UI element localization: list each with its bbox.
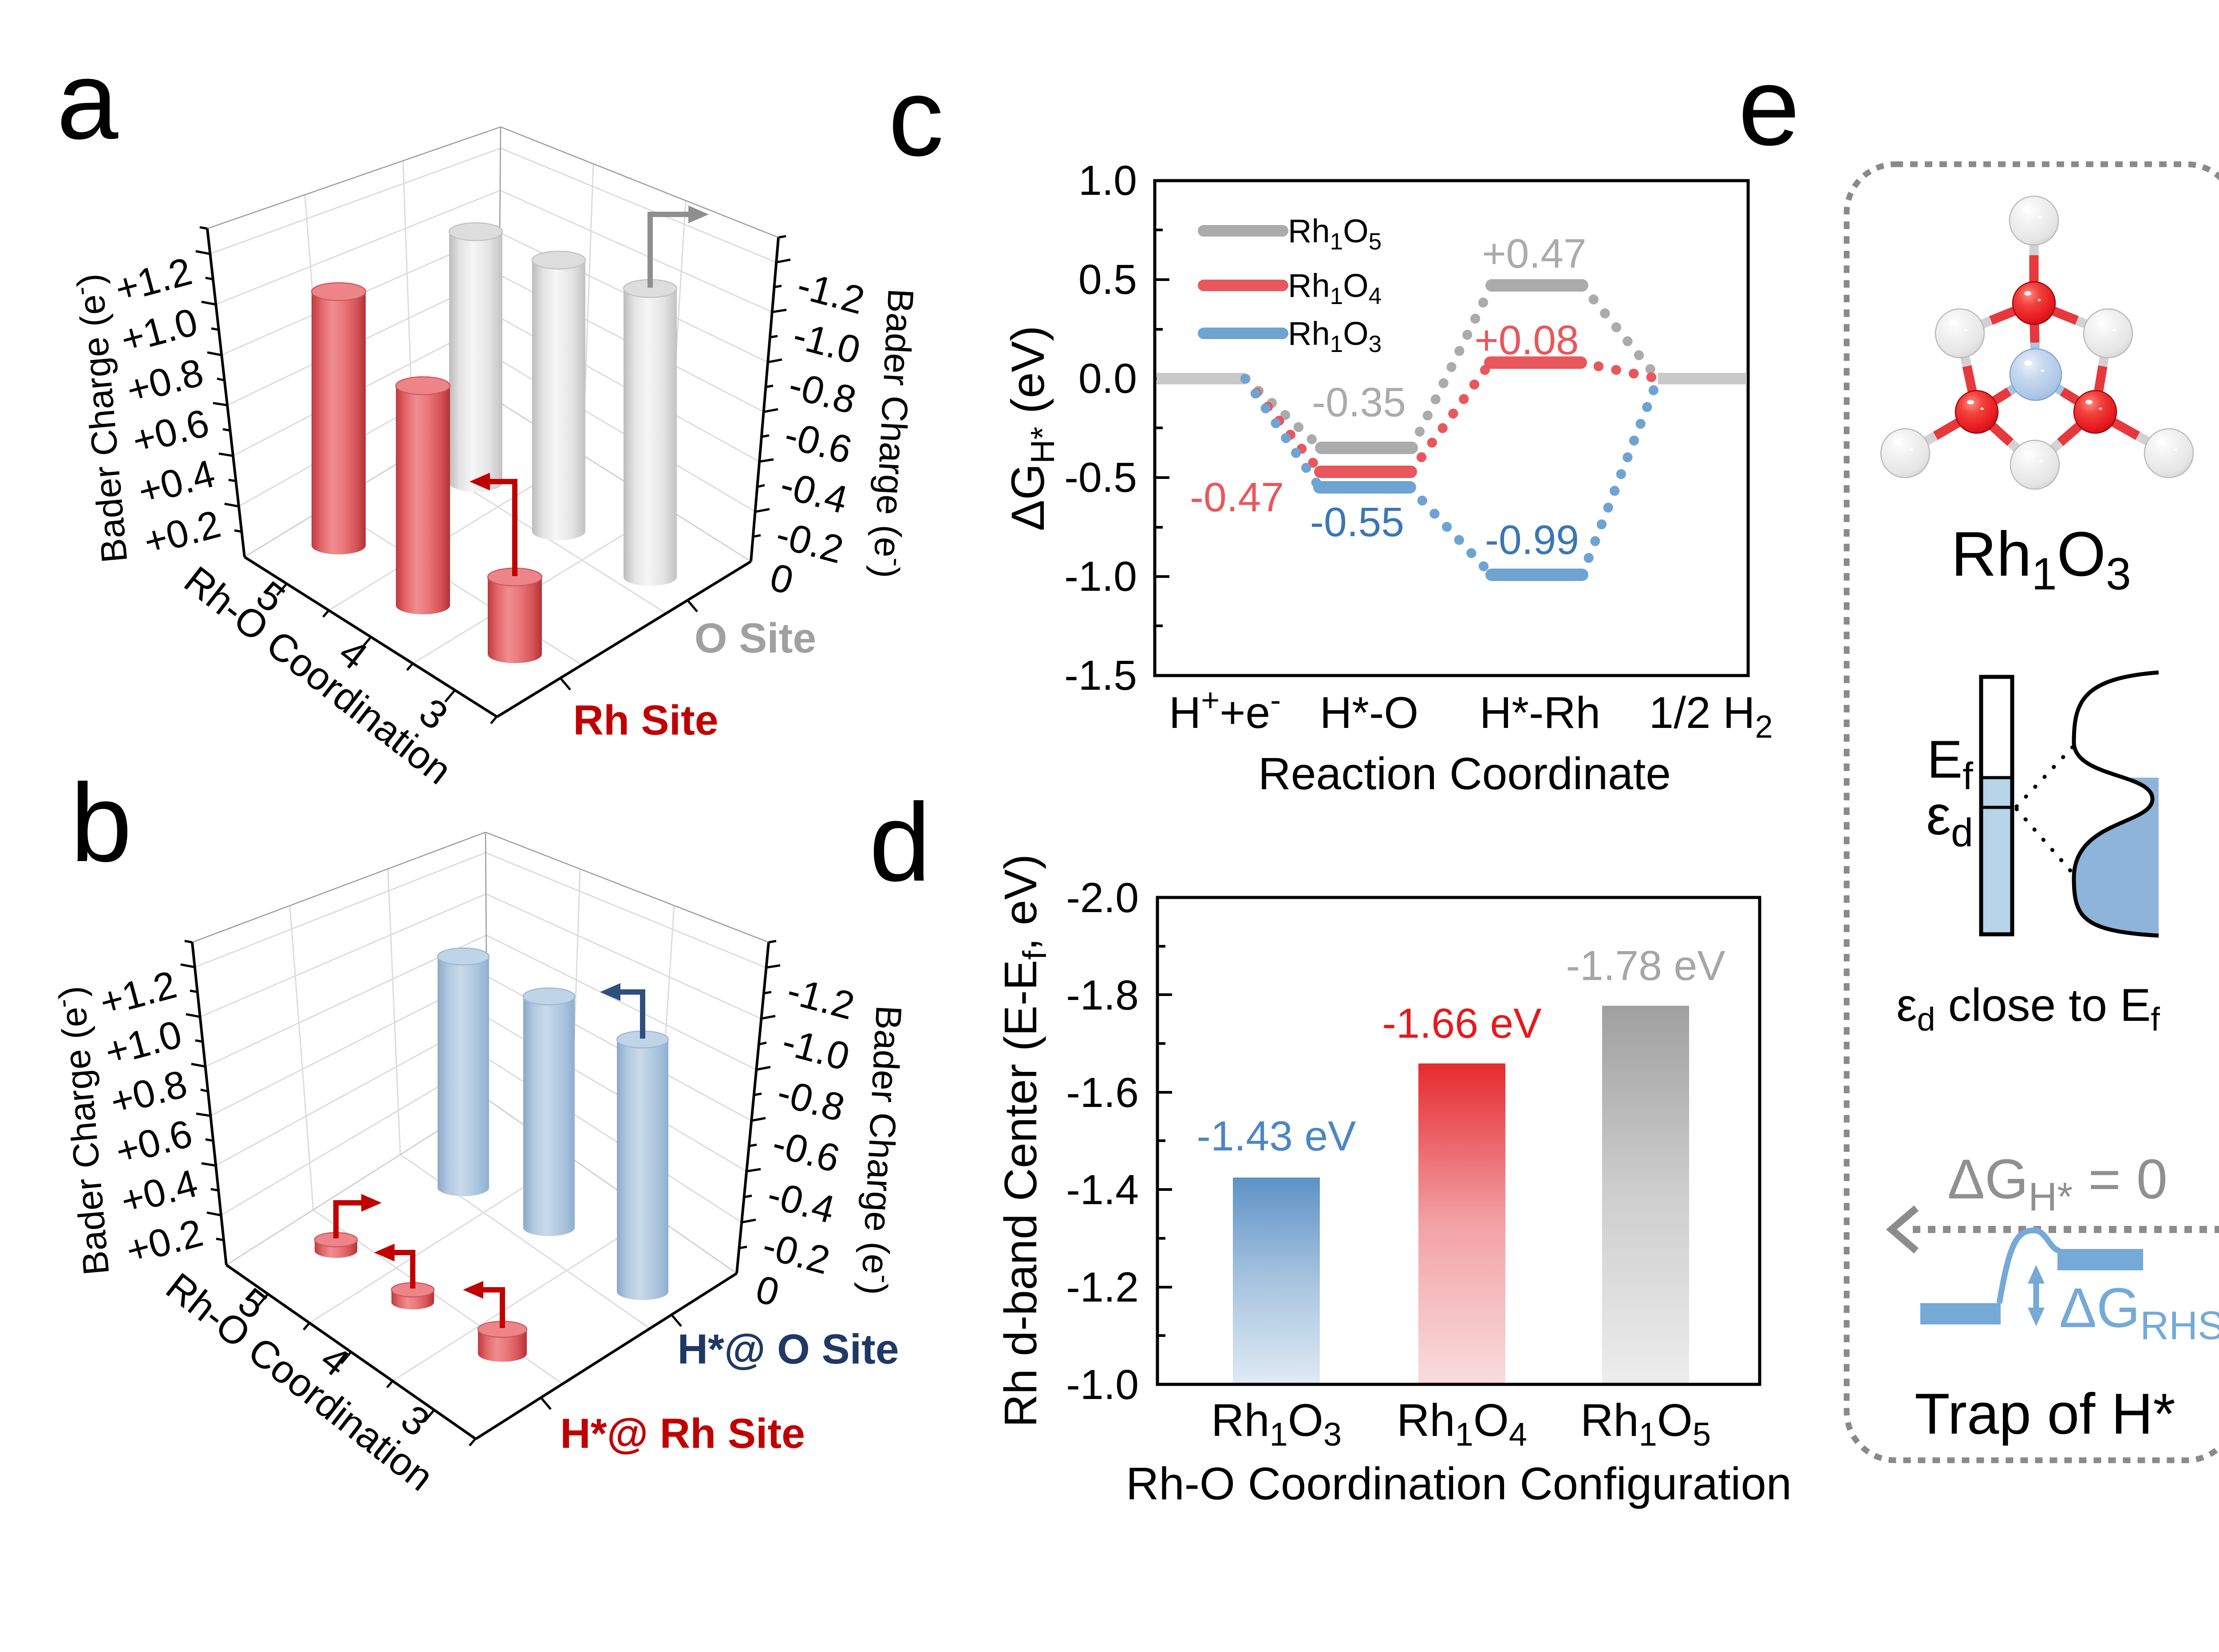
svg-text:Reaction Coordinate: Reaction Coordinate	[1258, 748, 1671, 799]
svg-text:d: d	[869, 780, 931, 904]
svg-text:Rh1​O3​: Rh1​O3​	[1288, 315, 1382, 357]
svg-text:Rh1​O5​: Rh1​O5​	[1580, 1395, 1711, 1453]
svg-text:Ef​: Ef​	[1927, 730, 1974, 798]
svg-text:-1.2: -1.2	[1066, 1264, 1139, 1311]
svg-text:εd​ close to Ef​: εd​ close to Ef​	[1896, 980, 2160, 1038]
svg-text:Rh1​O5​: Rh1​O5​	[1288, 213, 1382, 255]
svg-text:+0.08: +0.08	[1474, 317, 1579, 363]
svg-text:Rh1​O4​: Rh1​O4​	[1397, 1395, 1527, 1453]
svg-text:ΔGH*​ (eV): ΔGH*​ (eV)	[1002, 326, 1061, 531]
svg-text:-0.99: -0.99	[1485, 517, 1579, 563]
svg-text:O Site: O Site	[695, 615, 817, 662]
svg-text:H*@ O Site: H*@ O Site	[677, 1326, 899, 1373]
svg-text:0.5: 0.5	[1078, 256, 1137, 303]
svg-text:ΔGRHS​: ΔGRHS​	[2059, 1277, 2219, 1348]
svg-text:-1.78 eV: -1.78 eV	[1566, 942, 1725, 989]
svg-text:Trap of H*: Trap of H*	[1915, 1381, 2176, 1446]
svg-text:-1.0: -1.0	[1064, 553, 1137, 600]
svg-text:1/2 H2​: 1/2 H2​	[1649, 688, 1773, 745]
svg-text:Rh-O Coordination Configuratio: Rh-O Coordination Configuration	[1126, 1458, 1792, 1509]
svg-text:Rh d-band Center (E-Ef​, eV): Rh d-band Center (E-Ef​, eV)	[995, 854, 1053, 1427]
svg-text:c: c	[888, 55, 944, 179]
svg-text:H*@ Rh Site: H*@ Rh Site	[560, 1410, 805, 1457]
svg-text:-1.6: -1.6	[1066, 1069, 1139, 1116]
svg-text:-1.43 eV: -1.43 eV	[1196, 1113, 1356, 1160]
svg-text:εd​: εd​	[1926, 785, 1973, 855]
svg-text:Rh1​O3​: Rh1​O3​	[1211, 1395, 1342, 1453]
svg-text:b: b	[70, 761, 132, 885]
svg-text:a: a	[56, 38, 118, 162]
svg-text:-1.4: -1.4	[1066, 1166, 1139, 1213]
svg-text:Rh1​O4​: Rh1​O4​	[1288, 267, 1382, 309]
svg-text:-2.0: -2.0	[1066, 874, 1139, 921]
svg-text:-0.5: -0.5	[1064, 454, 1137, 501]
svg-text:-1.66 eV: -1.66 eV	[1382, 1000, 1541, 1047]
svg-text:0.0: 0.0	[1078, 355, 1137, 402]
svg-text:H*-O: H*-O	[1320, 688, 1418, 738]
svg-text:-1.0: -1.0	[1066, 1361, 1139, 1408]
svg-text:-0.47: -0.47	[1190, 474, 1284, 520]
svg-text:H+​+e-​: H+​+e-​	[1169, 683, 1281, 738]
svg-text:-1.5: -1.5	[1064, 652, 1137, 699]
svg-text:e: e	[1738, 44, 1800, 168]
svg-text:-0.35: -0.35	[1312, 379, 1406, 425]
svg-text:+0.47: +0.47	[1482, 230, 1586, 277]
svg-text:-0.55: -0.55	[1310, 499, 1404, 545]
svg-text:-1.8: -1.8	[1066, 972, 1139, 1019]
svg-text:H*-Rh: H*-Rh	[1480, 688, 1600, 738]
svg-text:ΔGH*​ = 0: ΔGH*​ = 0	[1947, 1148, 2168, 1219]
svg-text:Rh Site: Rh Site	[573, 697, 718, 744]
svg-text:Rh1​O3​: Rh1​O3​	[1951, 519, 2131, 599]
svg-text:1.0: 1.0	[1078, 157, 1137, 204]
